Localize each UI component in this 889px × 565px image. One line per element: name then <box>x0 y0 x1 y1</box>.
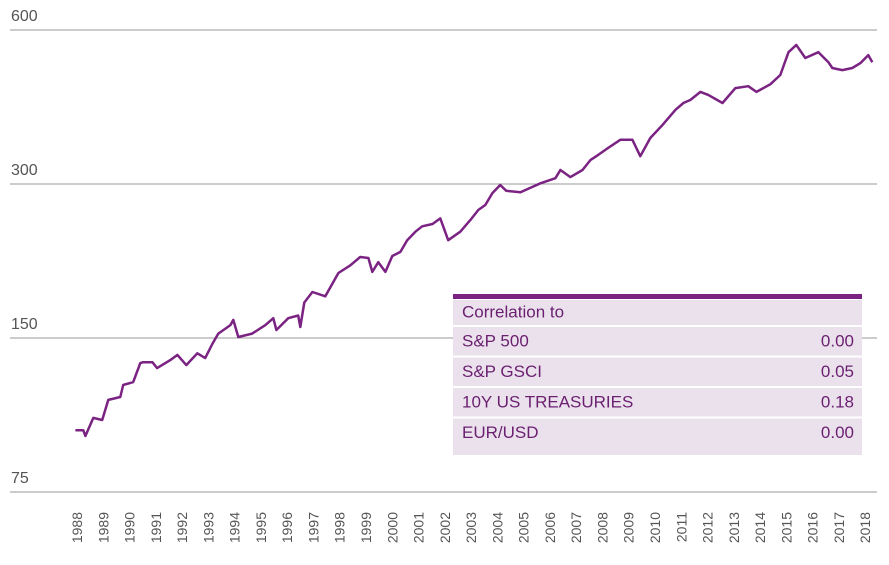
x-tick-label: 1996 <box>279 512 295 543</box>
table-row-value: 0.18 <box>821 392 854 411</box>
table-title: Correlation to <box>462 302 564 321</box>
x-tick-label: 1990 <box>122 512 138 543</box>
x-tick-label: 2000 <box>384 512 400 543</box>
x-tick-label: 1991 <box>148 512 164 543</box>
x-tick-label: 2001 <box>411 512 427 543</box>
x-tick-label: 1994 <box>227 512 243 543</box>
x-tick-label: 1992 <box>174 512 190 543</box>
x-tick-label: 1997 <box>305 512 321 543</box>
x-tick-label: 2012 <box>700 512 716 543</box>
y-tick-label: 300 <box>11 162 38 179</box>
x-tick-label: 2002 <box>437 512 453 543</box>
x-tick-label: 1998 <box>332 512 348 543</box>
data-line <box>75 43 874 438</box>
table-row-value: 0.00 <box>821 423 854 442</box>
x-tick-label: 1988 <box>69 512 85 543</box>
y-tick-label: 600 <box>11 8 38 25</box>
x-tick-label: 2007 <box>568 512 584 543</box>
table-row-value: 0.00 <box>821 331 854 350</box>
x-tick-label: 2009 <box>621 512 637 543</box>
x-tick-label: 2017 <box>831 512 847 543</box>
x-tick-label: 2005 <box>516 512 532 543</box>
x-tick-label: 1995 <box>253 512 269 543</box>
table-row-label: S&P GSCI <box>462 362 542 381</box>
x-tick-label: 1999 <box>358 512 374 543</box>
x-tick-label: 2008 <box>594 512 610 543</box>
x-tick-label: 1993 <box>200 512 216 543</box>
table-row-label: S&P 500 <box>462 331 529 350</box>
table-row-value: 0.05 <box>821 362 854 381</box>
table-row-label: EUR/USD <box>462 423 539 442</box>
x-tick-label: 2018 <box>857 512 873 543</box>
x-tick-label: 1989 <box>95 512 111 543</box>
x-tick-label: 2014 <box>752 512 768 543</box>
table-top-bar <box>453 294 862 299</box>
x-tick-label: 2016 <box>805 512 821 543</box>
x-tick-label: 2011 <box>673 512 689 542</box>
y-tick-label: 75 <box>11 470 29 487</box>
x-tick-label: 2010 <box>647 512 663 543</box>
y-tick-label: 150 <box>11 316 38 333</box>
x-tick-label: 2013 <box>726 512 742 543</box>
table-row-label: 10Y US TREASURIES <box>462 392 633 411</box>
x-tick-label: 2004 <box>489 512 505 543</box>
x-tick-label: 2006 <box>542 512 558 543</box>
x-tick-label: 2015 <box>778 512 794 543</box>
x-tick-label: 2003 <box>463 512 479 543</box>
